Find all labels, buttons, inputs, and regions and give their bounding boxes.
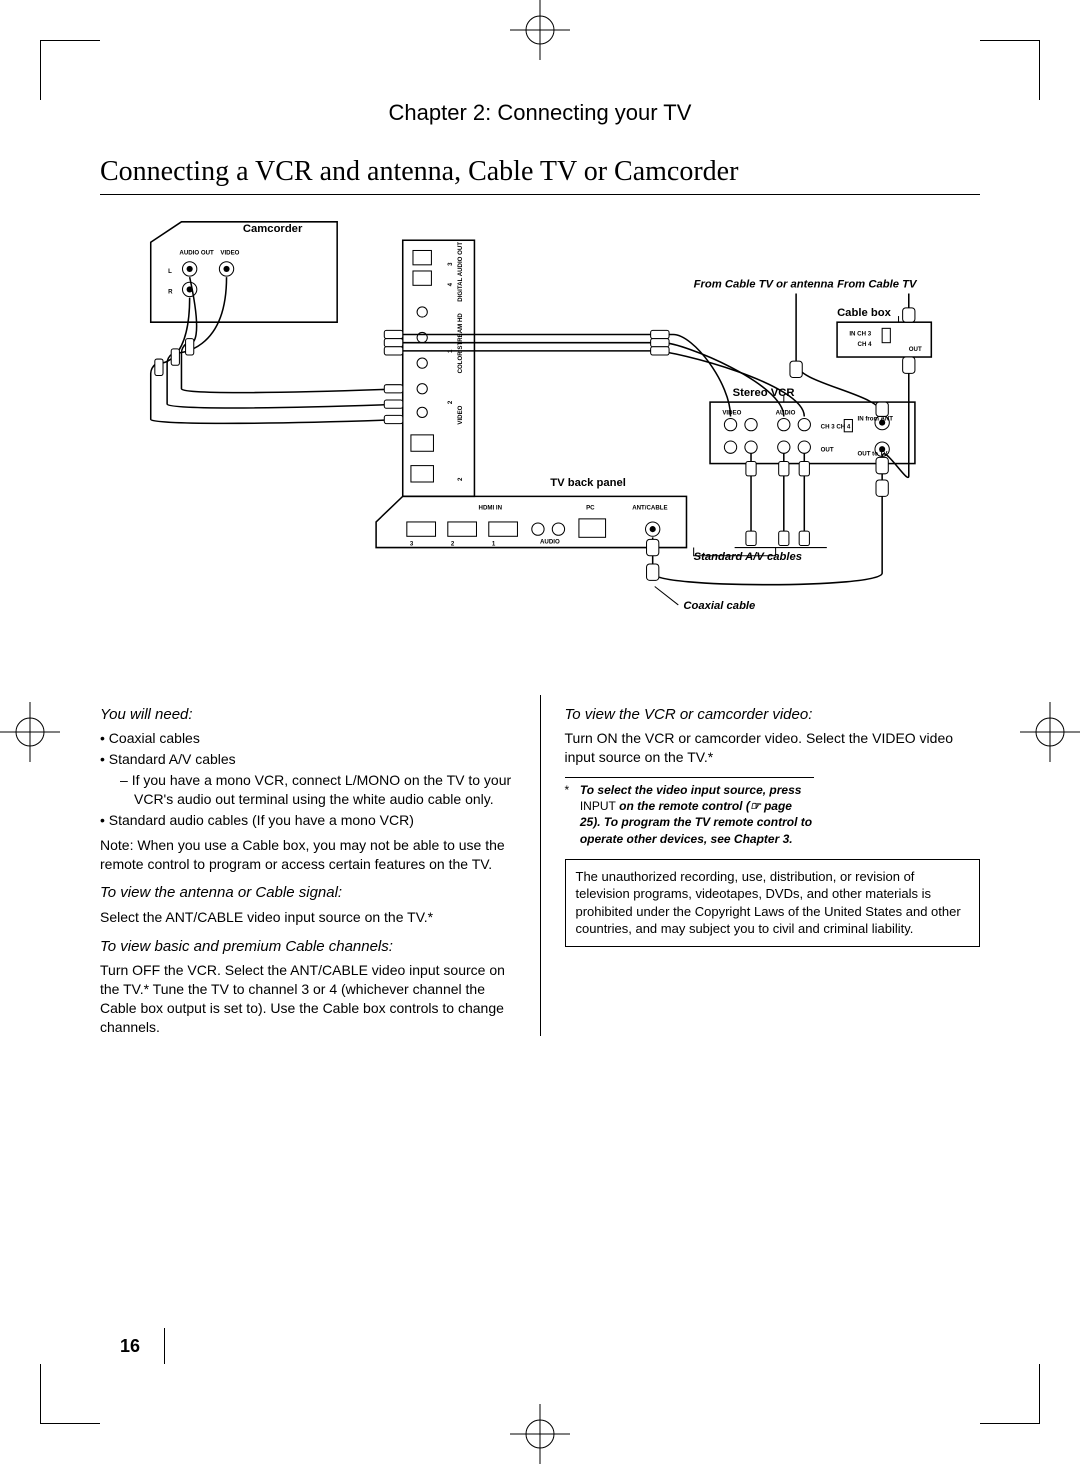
svg-text:CH 3 CH 4: CH 3 CH 4 — [821, 424, 851, 431]
svg-text:TV back panel: TV back panel — [550, 477, 626, 489]
left-column: You will need: Coaxial cables Standard A… — [100, 695, 516, 1036]
needs-list-2: Standard audio cables (If you have a mon… — [100, 811, 516, 830]
chapter-title: Chapter 2: Connecting your TV — [100, 100, 980, 126]
svg-text:IN from ANT: IN from ANT — [858, 416, 894, 423]
svg-text:2: 2 — [447, 400, 454, 404]
crop-mark — [40, 40, 100, 100]
crop-mark — [980, 1364, 1040, 1424]
registration-mark — [510, 1404, 570, 1464]
svg-text:ANT/CABLE: ANT/CABLE — [632, 505, 667, 512]
view-cable-body: Turn OFF the VCR. Select the ANT/CABLE v… — [100, 961, 516, 1037]
svg-text:AUDIO: AUDIO — [540, 538, 560, 545]
svg-text:R: R — [168, 289, 173, 296]
svg-text:1: 1 — [492, 541, 496, 548]
svg-text:4: 4 — [447, 282, 454, 286]
footnote: * To select the video input source, pres… — [565, 777, 814, 847]
svg-text:From Cable TV: From Cable TV — [837, 278, 918, 290]
svg-text:L: L — [168, 268, 172, 275]
svg-text:VIDEO: VIDEO — [722, 409, 741, 416]
crop-mark — [980, 40, 1040, 100]
connection-diagram: Camcorder AUDIO OUT VIDEO L R TV back pa… — [120, 215, 960, 665]
view-vcr-heading: To view the VCR or camcorder video: — [565, 705, 981, 725]
list-item: Coaxial cables — [100, 729, 516, 748]
svg-text:Camcorder: Camcorder — [243, 223, 303, 235]
list-item: Standard audio cables (If you have a mon… — [100, 811, 516, 830]
svg-text:IN CH 3: IN CH 3 — [849, 331, 871, 338]
content-columns: You will need: Coaxial cables Standard A… — [100, 695, 980, 1036]
svg-text:From Cable TV or antenna: From Cable TV or antenna — [694, 278, 834, 290]
view-antenna-body: Select the ANT/CABLE video input source … — [100, 908, 516, 927]
svg-text:AUDIO: AUDIO — [776, 409, 796, 416]
svg-text:3: 3 — [410, 541, 414, 548]
svg-text:PC: PC — [586, 505, 595, 512]
note-text: Note: When you use a Cable box, you may … — [100, 836, 516, 874]
svg-text:VIDEO: VIDEO — [220, 250, 239, 257]
column-separator — [540, 695, 541, 1036]
registration-mark — [510, 0, 570, 60]
copyright-notice: The unauthorized recording, use, distrib… — [565, 859, 981, 947]
svg-text:VIDEO: VIDEO — [457, 405, 464, 424]
svg-text:DIGITAL AUDIO OUT: DIGITAL AUDIO OUT — [457, 242, 464, 302]
svg-text:AUDIO OUT: AUDIO OUT — [179, 250, 214, 257]
page-content: Chapter 2: Connecting your TV Connecting… — [100, 100, 980, 1364]
svg-text:2: 2 — [451, 541, 455, 548]
registration-mark — [1020, 702, 1080, 762]
needs-list: Coaxial cables Standard A/V cables — [100, 729, 516, 769]
svg-text:3: 3 — [447, 262, 454, 266]
list-item: If you have a mono VCR, connect L/MONO o… — [120, 771, 516, 809]
registration-mark — [0, 702, 60, 762]
svg-text:OUT: OUT — [909, 346, 922, 353]
svg-text:CH 4: CH 4 — [858, 341, 873, 348]
footnote-text: To select the video input source, press … — [580, 782, 813, 847]
right-column: To view the VCR or camcorder video: Turn… — [565, 695, 981, 1036]
svg-text:Cable box: Cable box — [837, 307, 892, 319]
view-vcr-body: Turn ON the VCR or camcorder video. Sele… — [565, 729, 981, 767]
view-cable-heading: To view basic and premium Cable channels… — [100, 937, 516, 957]
you-will-need-heading: You will need: — [100, 705, 516, 725]
svg-text:Coaxial cable: Coaxial cable — [683, 600, 755, 612]
svg-text:Standard A/V cables: Standard A/V cables — [694, 551, 802, 563]
svg-text:2: 2 — [457, 477, 464, 481]
main-heading: Connecting a VCR and antenna, Cable TV o… — [100, 156, 980, 195]
sub-needs-list: If you have a mono VCR, connect L/MONO o… — [100, 771, 516, 809]
svg-text:HDMI IN: HDMI IN — [479, 505, 503, 512]
svg-text:OUT: OUT — [821, 446, 834, 453]
list-item: Standard A/V cables — [100, 750, 516, 769]
view-antenna-heading: To view the antenna or Cable signal: — [100, 883, 516, 903]
page-number: 16 — [120, 1328, 165, 1364]
crop-mark — [40, 1364, 100, 1424]
footnote-star: * — [565, 782, 577, 798]
